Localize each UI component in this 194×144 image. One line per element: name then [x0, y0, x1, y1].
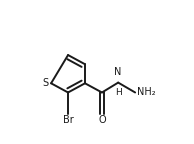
Text: Br: Br — [63, 115, 73, 125]
Text: S: S — [42, 78, 48, 88]
Text: NH₂: NH₂ — [137, 87, 155, 97]
Text: O: O — [98, 115, 106, 125]
Text: N: N — [114, 67, 122, 77]
Text: H: H — [115, 88, 122, 97]
